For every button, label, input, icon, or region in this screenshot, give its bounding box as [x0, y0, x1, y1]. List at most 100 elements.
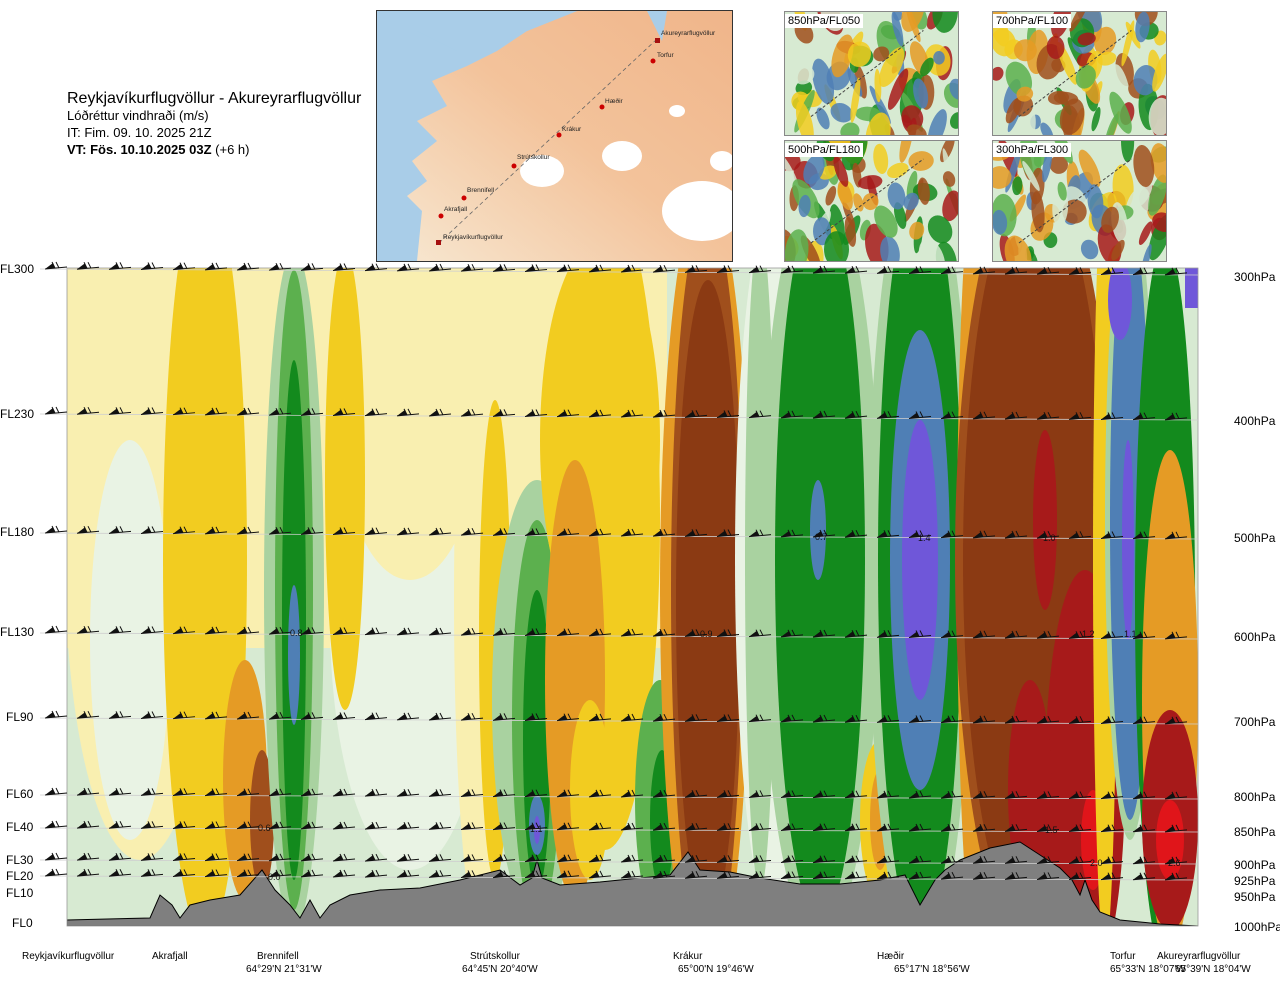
route-label-akureyri: Akureyrarflugvöllur — [661, 30, 716, 37]
wind-barb — [140, 788, 164, 796]
route-point-torfur — [650, 58, 656, 64]
station-coord: 65°00'N 19°46'W — [678, 964, 754, 975]
wind-barb — [716, 790, 740, 798]
wind-barb — [1068, 856, 1092, 865]
wind-barb — [300, 627, 324, 635]
fl-label: FL230 — [0, 407, 35, 421]
wind-barb — [76, 787, 100, 796]
wind-barb — [748, 855, 772, 863]
wind-barb — [172, 711, 196, 720]
wind-barb — [1068, 872, 1092, 881]
wind-barb — [76, 820, 100, 829]
wind-barb — [204, 821, 228, 830]
wind-barb — [236, 626, 260, 635]
wind-barb — [684, 855, 708, 863]
wind-barb — [524, 822, 548, 831]
wind-barb — [204, 262, 228, 271]
station-coord: 64°29'N 21°31'W — [246, 964, 322, 975]
wind-barb — [140, 407, 164, 416]
wind-barb — [652, 822, 676, 831]
wind-barb — [1004, 266, 1028, 275]
wind-barb — [940, 823, 964, 832]
mini-map-700[interactable]: 700hPa/FL100 — [992, 11, 1167, 136]
wind-barb — [844, 410, 868, 419]
wind-barb — [748, 714, 772, 723]
wind-barb — [876, 871, 900, 880]
valid-time: VT: Fös. 10.10.2025 03Z (+6 h) — [67, 141, 361, 158]
wind-barb — [204, 853, 228, 862]
wind-barb — [652, 264, 676, 273]
station-label: Torfur — [1110, 951, 1136, 962]
wind-barb — [396, 854, 420, 862]
wind-barb — [940, 871, 964, 880]
wind-barb — [588, 854, 612, 863]
wind-barb — [172, 407, 196, 416]
wind-barb — [428, 527, 452, 536]
value-label: 2.0 — [1090, 858, 1103, 868]
route-label-strutskollur: Strútskollur — [517, 154, 550, 161]
mini-map-500[interactable]: 500hPa/FL180 — [784, 140, 959, 262]
wind-barb — [620, 870, 644, 879]
wind-barb — [396, 789, 420, 797]
wind-barb — [780, 790, 804, 799]
wind-barb — [172, 853, 196, 861]
route-label-reykjavik: Reykjavíkurflugvöllur — [443, 234, 504, 241]
wind-barb — [332, 408, 356, 417]
wind-barb — [460, 408, 484, 417]
wind-barb — [524, 870, 548, 879]
wind-barb — [44, 852, 68, 861]
wind-barb — [716, 629, 740, 638]
wind-barb — [204, 711, 228, 720]
wind-barb — [1004, 630, 1028, 639]
wind-barb — [364, 263, 388, 272]
wind-barb — [588, 713, 612, 722]
wind-barb — [460, 822, 484, 830]
wind-barb — [844, 790, 868, 799]
wind-barb — [44, 820, 68, 829]
wind-barb — [76, 868, 100, 877]
wind-barb — [268, 869, 292, 878]
wind-barb — [172, 788, 196, 796]
wind-barb — [940, 530, 964, 539]
wind-barb — [428, 408, 452, 417]
wind-barb — [780, 871, 804, 880]
wind-barb — [204, 526, 228, 535]
value-label: 0.7 — [815, 532, 828, 542]
wind-barb — [1132, 716, 1156, 725]
wind-barb — [716, 871, 740, 879]
wind-barb — [236, 821, 260, 830]
wind-barb — [1036, 530, 1060, 539]
wind-barb — [1068, 531, 1092, 539]
wind-barb — [1100, 856, 1124, 865]
fl-label: FL60 — [6, 787, 34, 801]
wind-barb — [268, 853, 292, 862]
route-map-svg: Akureyrarflugvöllur Torfur Hæðir Krákur … — [377, 11, 732, 261]
fl-label: FL30 — [6, 853, 34, 867]
wind-barb — [748, 629, 772, 638]
wind-barb — [268, 711, 292, 720]
wind-barb — [460, 854, 484, 862]
route-point-haedir — [599, 104, 605, 110]
value-labels: 0.8 0.6 0.0 1.1 0.9 0.7 1.4 1.0 1.2 1.1 … — [258, 532, 1181, 882]
mini-map-850[interactable]: 850hPa/FL050 — [784, 11, 959, 136]
wind-barb — [844, 529, 868, 538]
value-label: 0.9 — [700, 629, 713, 639]
wind-barb — [140, 711, 164, 720]
wind-barb — [460, 870, 484, 878]
wind-barb — [524, 628, 548, 637]
wind-barb — [876, 823, 900, 832]
wind-barb — [556, 528, 580, 537]
wind-barb — [780, 265, 804, 274]
station-label: Strútskollur — [470, 951, 521, 962]
wind-barb — [396, 408, 420, 417]
wind-barb — [1004, 411, 1028, 420]
wind-barb — [876, 630, 900, 638]
fl-label: FL10 — [6, 886, 34, 900]
wind-barb — [908, 530, 932, 539]
wind-barb — [1132, 531, 1156, 540]
mini-map-300[interactable]: 300hPa/FL300 — [992, 140, 1167, 262]
wind-barb — [908, 411, 932, 420]
mini-map-500-field — [785, 141, 958, 261]
wind-barb — [684, 714, 708, 722]
variable-label: Lóðréttur vindhraði (m/s) — [67, 108, 209, 123]
